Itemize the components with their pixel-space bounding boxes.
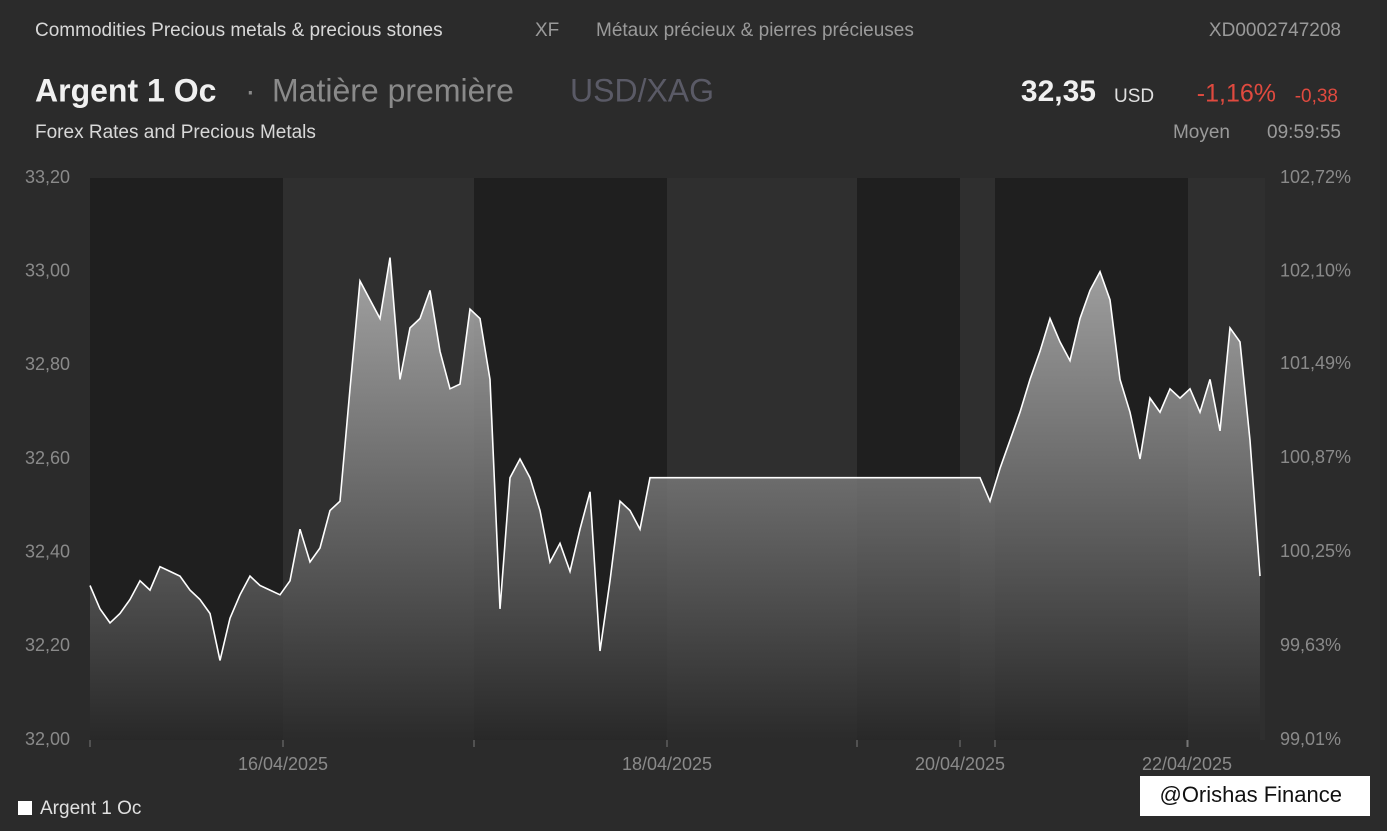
y2-tick-label: 100,87%	[1280, 447, 1351, 467]
plot: 32,00 32,20 32,40 32,60 32,80 33,00 33,20 99,01…	[25, 167, 1351, 774]
change-abs: -0,38	[1295, 86, 1338, 107]
breadcrumb: Commodities Precious metals & precious s…	[35, 20, 443, 41]
y-tick-label: 32,00	[25, 729, 70, 749]
y2-tick-label: 99,01%	[1280, 729, 1341, 749]
category: Matière première	[272, 72, 514, 108]
currency: USD	[1114, 86, 1154, 107]
time: 09:59:55	[1267, 122, 1341, 143]
x-tick-label: 20/04/2025	[915, 754, 1005, 774]
y2-tick-label: 100,25%	[1280, 541, 1351, 561]
x-tick-label: 22/04/2025	[1142, 754, 1232, 774]
legend-swatch	[18, 801, 32, 815]
y-tick-label: 32,80	[25, 354, 70, 374]
breadcrumb-fr: Métaux précieux & pierres précieuses	[596, 20, 914, 41]
change-pct: -1,16%	[1197, 80, 1276, 108]
separator: ·	[245, 72, 256, 108]
y-tick-label: 32,20	[25, 635, 70, 655]
isin: XD0002747208	[1209, 20, 1341, 41]
price: 32,35	[1021, 75, 1096, 108]
y2-tick-label: 102,10%	[1280, 261, 1351, 281]
y2-tick-label: 102,72%	[1280, 167, 1351, 187]
source: Forex Rates and Precious Metals	[35, 122, 316, 143]
x-tick-label: 16/04/2025	[238, 754, 328, 774]
area	[90, 257, 1260, 740]
y2-tick-label: 101,49%	[1280, 353, 1351, 373]
instrument-name: Argent 1 Oc	[35, 72, 216, 108]
watermark-box	[1140, 776, 1370, 816]
legend-label: Argent 1 Oc	[40, 798, 141, 819]
y-tick-label: 33,20	[25, 167, 70, 187]
y2-tick-label: 99,63%	[1280, 635, 1341, 655]
price-line	[89, 257, 1261, 661]
x-tick-label: 18/04/2025	[622, 754, 712, 774]
watermark: @Orishas Finance	[1159, 782, 1342, 807]
exchange: XF	[535, 20, 559, 41]
pair: USD/XAG	[570, 72, 714, 108]
y-tick-label: 33,00	[25, 260, 70, 280]
y-tick-label: 32,60	[25, 448, 70, 468]
y-tick-label: 32,40	[25, 541, 70, 561]
price-type: Moyen	[1173, 122, 1230, 143]
